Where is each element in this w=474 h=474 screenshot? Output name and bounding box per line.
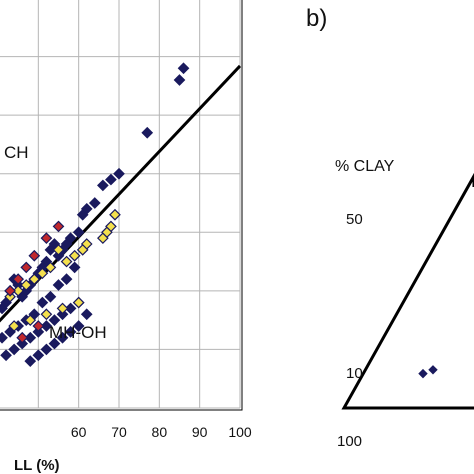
data-point — [40, 232, 53, 244]
plasticity-chart: 60 70 80 90 100 CH MH-OH LL (%) — [0, 0, 252, 474]
data-point — [52, 279, 65, 291]
data-points — [0, 62, 190, 367]
data-point — [56, 302, 69, 315]
data-point — [12, 285, 25, 297]
data-point — [72, 226, 85, 239]
data-point — [68, 261, 81, 274]
data-point — [76, 208, 89, 221]
data-point — [173, 74, 186, 86]
data-point — [64, 302, 77, 315]
panel-label: b) — [306, 5, 327, 32]
ternary-point — [418, 368, 428, 379]
data-point — [113, 167, 125, 180]
data-point — [88, 197, 101, 209]
x-tick-label: 60 — [71, 424, 87, 440]
x-tick-label: 80 — [152, 424, 168, 440]
data-point — [44, 261, 57, 274]
tick-label-10: 10 — [346, 365, 363, 382]
data-point — [97, 179, 109, 192]
data-point — [40, 308, 53, 321]
data-point — [52, 249, 65, 262]
data-point — [60, 255, 73, 268]
data-point — [44, 290, 57, 303]
x-tick-label: 90 — [192, 424, 208, 440]
data-point — [8, 343, 20, 356]
data-point — [36, 296, 49, 309]
data-point — [20, 279, 33, 291]
data-point — [72, 296, 85, 309]
data-point — [24, 331, 37, 344]
ternary-point — [428, 365, 438, 375]
data-point — [28, 249, 41, 262]
data-point — [24, 314, 37, 326]
data-point — [32, 349, 45, 362]
data-point — [20, 261, 33, 274]
data-point — [48, 314, 61, 326]
data-point — [40, 320, 53, 332]
data-point — [16, 331, 29, 344]
data-point — [4, 290, 16, 303]
data-point — [68, 249, 81, 262]
data-point — [24, 355, 37, 367]
data-point — [36, 267, 49, 280]
data-point — [56, 331, 69, 344]
data-point — [28, 273, 41, 285]
data-point — [76, 244, 89, 256]
grid — [0, 0, 241, 409]
data-point — [64, 326, 77, 338]
data-point — [44, 244, 57, 256]
plot-frame — [0, 0, 243, 411]
x-tick-label: 100 — [228, 424, 252, 440]
data-point — [80, 308, 93, 321]
zone-label-mh-oh: MH-OH — [49, 323, 107, 342]
data-point — [32, 326, 45, 338]
data-point — [109, 208, 121, 221]
data-point — [60, 273, 73, 285]
data-point — [32, 320, 45, 332]
data-point — [141, 126, 154, 139]
base-tick-label-100: 100 — [337, 433, 362, 450]
data-point — [4, 285, 16, 297]
data-point — [8, 320, 20, 332]
data-point — [0, 302, 8, 315]
ternary-chart: b) % CLAY 50 10 100 — [306, 5, 474, 450]
ternary-axis-label: % CLAY — [335, 158, 395, 175]
data-point — [0, 331, 8, 344]
data-point — [0, 349, 12, 362]
ternary-triangle — [341, 172, 474, 410]
data-point — [177, 62, 190, 75]
data-point — [52, 220, 65, 233]
zone-label-ch: CH — [4, 143, 29, 162]
x-axis-label: LL (%) — [14, 457, 60, 474]
data-point — [12, 273, 25, 285]
data-point — [105, 173, 117, 186]
data-point — [52, 244, 65, 256]
data-point — [72, 320, 85, 332]
ternary-points — [418, 365, 438, 379]
data-point — [48, 337, 61, 350]
tick-label-50: 50 — [346, 211, 363, 228]
a-line — [0, 64, 242, 323]
x-tick-label: 70 — [111, 424, 127, 440]
x-tick-labels: 60 70 80 90 100 — [71, 424, 252, 440]
data-point — [56, 308, 69, 321]
data-point — [16, 337, 29, 350]
data-point — [97, 232, 109, 244]
data-point — [40, 343, 53, 356]
